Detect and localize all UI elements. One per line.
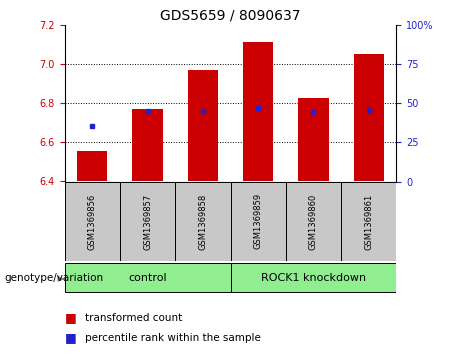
Title: GDS5659 / 8090637: GDS5659 / 8090637 <box>160 9 301 23</box>
Bar <box>230 263 396 293</box>
Text: ROCK1 knockdown: ROCK1 knockdown <box>261 273 366 283</box>
Text: percentile rank within the sample: percentile rank within the sample <box>85 333 261 343</box>
Text: GSM1369856: GSM1369856 <box>88 193 97 249</box>
Bar <box>65 182 120 261</box>
Bar <box>65 263 230 293</box>
Bar <box>77 151 107 182</box>
Bar <box>354 54 384 182</box>
Text: GSM1369859: GSM1369859 <box>254 193 263 249</box>
Bar <box>341 182 396 261</box>
Bar <box>132 109 163 182</box>
Text: GSM1369861: GSM1369861 <box>364 193 373 249</box>
Text: ■: ■ <box>65 311 76 324</box>
Bar <box>188 70 218 182</box>
Text: transformed count: transformed count <box>85 313 183 323</box>
Bar <box>286 182 341 261</box>
Bar <box>298 98 329 182</box>
Text: ■: ■ <box>65 331 76 344</box>
Bar <box>120 182 175 261</box>
Text: genotype/variation: genotype/variation <box>5 273 104 283</box>
Text: GSM1369860: GSM1369860 <box>309 193 318 249</box>
Bar <box>230 182 286 261</box>
Bar <box>175 182 230 261</box>
Text: GSM1369857: GSM1369857 <box>143 193 152 249</box>
Text: control: control <box>128 273 167 283</box>
Text: GSM1369858: GSM1369858 <box>198 193 207 249</box>
Bar <box>243 42 273 182</box>
